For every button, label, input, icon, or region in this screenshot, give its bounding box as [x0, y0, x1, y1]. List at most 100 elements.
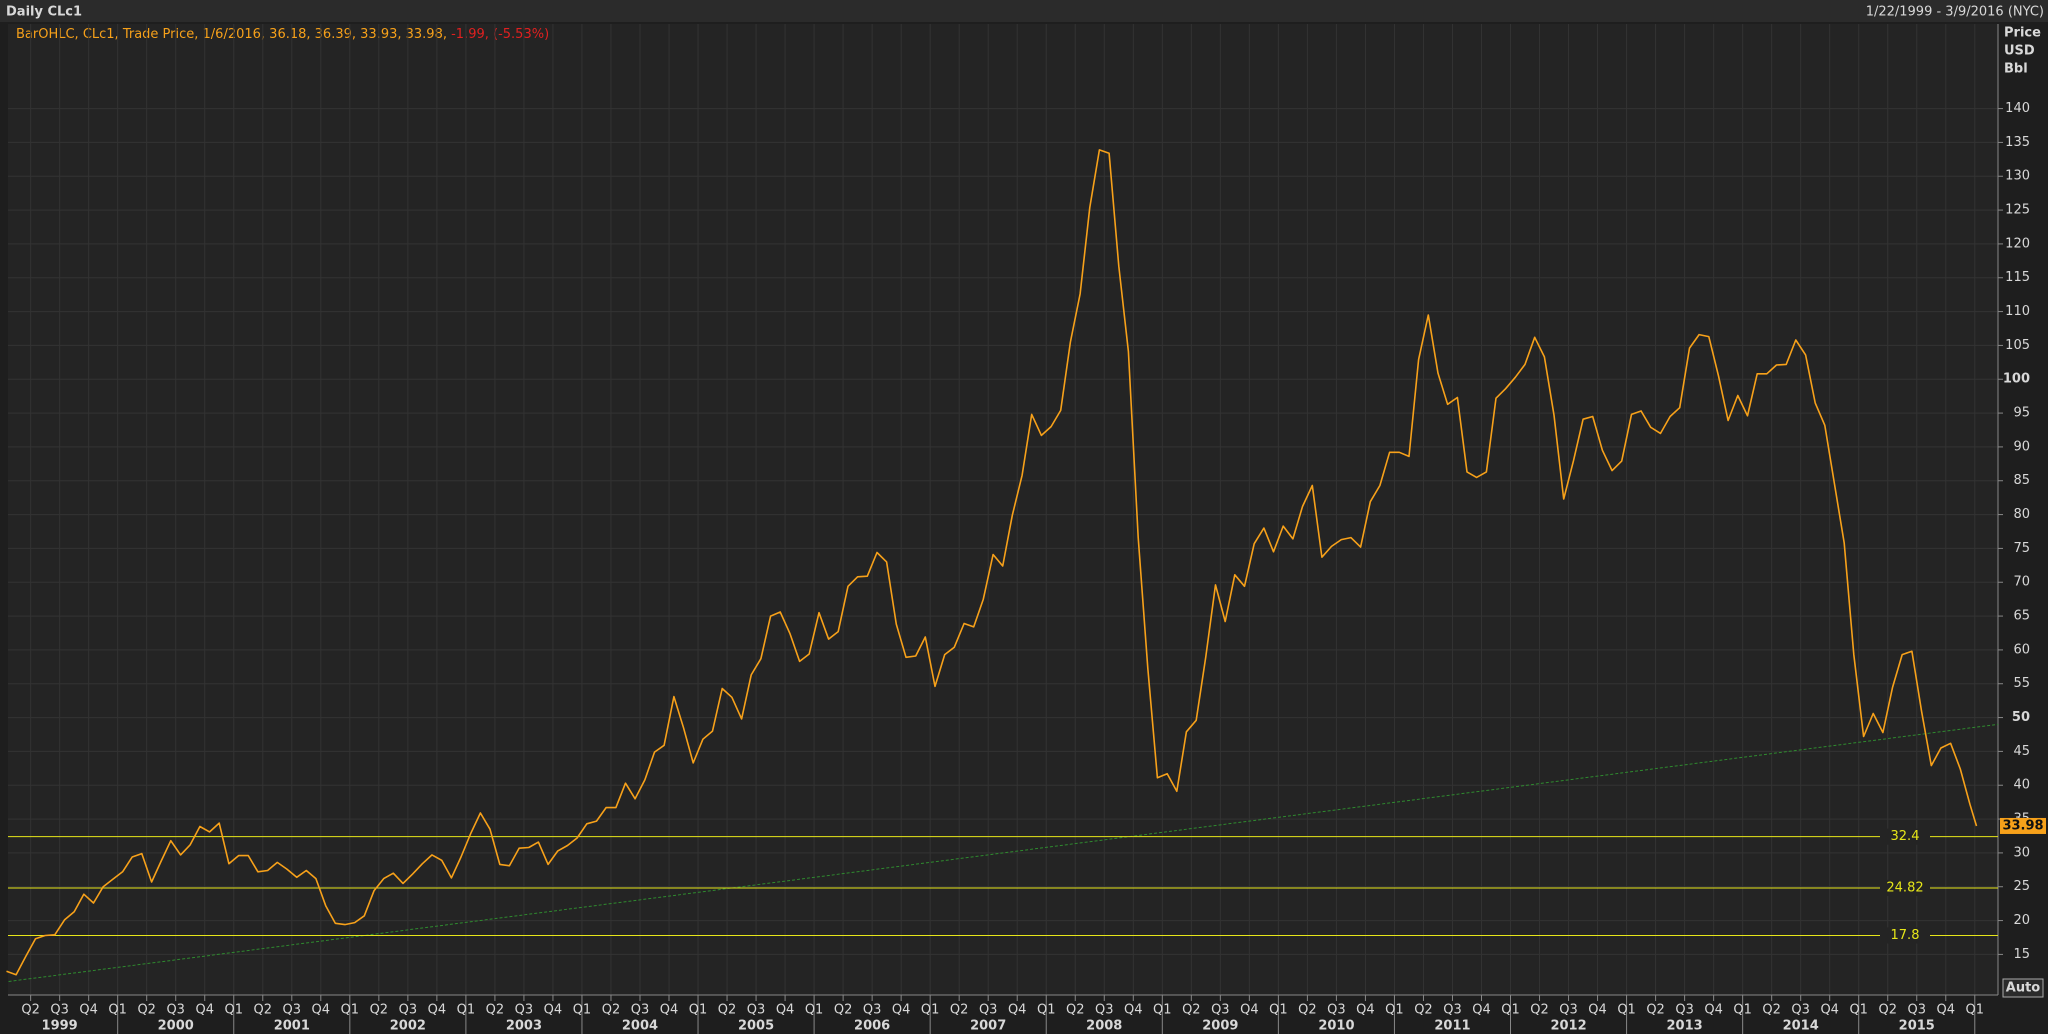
y-unit: Bbl: [2004, 62, 2028, 77]
x-tick-label: Q4: [428, 1003, 447, 1018]
x-tick-label: Q3: [863, 1003, 882, 1018]
x-tick-label: Q1: [1849, 1003, 1868, 1018]
plot-area: [8, 24, 1998, 995]
x-tick-label: Q4: [79, 1003, 98, 1018]
y-tick-label: 100: [2003, 372, 2030, 387]
year-label: 2001: [274, 1019, 310, 1034]
y-tick-label: 95: [2013, 406, 2030, 421]
year-label: 2006: [854, 1019, 890, 1034]
year-label: 2015: [1899, 1019, 1935, 1034]
y-tick-label: 45: [2013, 744, 2030, 759]
x-tick-label: Q4: [312, 1003, 331, 1018]
title-bar: [0, 0, 2048, 22]
x-tick-label: Q2: [1530, 1003, 1549, 1018]
legend-text: BarOHLC, CLc1, Trade Price, 1/6/2016, 36…: [16, 27, 549, 42]
x-tick-label: Q2: [1298, 1003, 1317, 1018]
y-tick-label: 70: [2013, 575, 2030, 590]
year-label: 2009: [1202, 1019, 1238, 1034]
x-tick-label: Q3: [283, 1003, 302, 1018]
year-label: 2000: [158, 1019, 194, 1034]
x-tick-label: Q4: [1820, 1003, 1839, 1018]
x-tick-label: Q4: [195, 1003, 214, 1018]
x-tick-label: Q3: [631, 1003, 650, 1018]
y-tick-label: 55: [2013, 676, 2030, 691]
y-tick-label: 120: [2005, 236, 2030, 251]
level-label-bg: [1880, 879, 1930, 896]
x-tick-label: Q4: [1472, 1003, 1491, 1018]
y-tick-label: 30: [2013, 845, 2030, 860]
auto-button-label[interactable]: Auto: [2006, 981, 2041, 996]
price-line: [6, 149, 1978, 976]
x-tick-label: Q2: [602, 1003, 621, 1018]
x-tick-label: Q2: [1182, 1003, 1201, 1018]
x-tick-label: Q3: [1907, 1003, 1926, 1018]
level-label: 32.4: [1891, 829, 1920, 844]
x-tick-label: Q4: [776, 1003, 795, 1018]
y-tick-label: 105: [2005, 338, 2030, 353]
y-tick-label: 110: [2005, 304, 2030, 319]
x-tick-label: Q1: [805, 1003, 824, 1018]
x-tick-label: Q2: [254, 1003, 273, 1018]
x-tick-label: Q3: [747, 1003, 766, 1018]
x-tick-label: Q2: [950, 1003, 969, 1018]
x-tick-label: Q1: [1385, 1003, 1404, 1018]
x-tick-label: Q2: [718, 1003, 737, 1018]
year-label: 2004: [622, 1019, 658, 1034]
x-tick-label: Q2: [1066, 1003, 1085, 1018]
x-tick-label: Q2: [137, 1003, 156, 1018]
x-tick-label: Q4: [1008, 1003, 1027, 1018]
x-tick-label: Q1: [1501, 1003, 1520, 1018]
y-unit: Price: [2004, 26, 2041, 41]
x-tick-label: Q1: [921, 1003, 940, 1018]
x-tick-label: Q4: [1588, 1003, 1607, 1018]
x-tick-label: Q1: [1733, 1003, 1752, 1018]
x-tick-label: Q3: [399, 1003, 418, 1018]
y-tick-label: 65: [2013, 609, 2030, 624]
y-tick-label: 25: [2013, 879, 2030, 894]
x-tick-label: Q4: [660, 1003, 679, 1018]
trendline: [8, 723, 1999, 982]
x-tick-label: Q1: [457, 1003, 476, 1018]
y-tick-label: 60: [2013, 642, 2030, 657]
y-unit: USD: [2004, 44, 2035, 59]
x-tick-label: Q2: [1878, 1003, 1897, 1018]
year-label: 2013: [1667, 1019, 1703, 1034]
x-tick-label: Q4: [1356, 1003, 1375, 1018]
x-tick-label: Q3: [1791, 1003, 1810, 1018]
last-price-label: 33.98: [2002, 818, 2043, 833]
y-tick-label: 75: [2013, 541, 2030, 556]
x-tick-label: Q1: [1037, 1003, 1056, 1018]
legend-change: -1.99, (-5.53%): [451, 27, 549, 42]
window-title: Daily CLc1: [6, 5, 82, 20]
auto-button[interactable]: [2002, 978, 2044, 998]
year-label: 2014: [1783, 1019, 1819, 1034]
level-label-bg: [1880, 927, 1930, 944]
x-tick-label: Q3: [1095, 1003, 1114, 1018]
x-tick-label: Q4: [1240, 1003, 1259, 1018]
y-tick-label: 140: [2005, 101, 2030, 116]
year-label: 2002: [390, 1019, 426, 1034]
y-tick-label: 85: [2013, 473, 2030, 488]
x-tick-label: Q4: [892, 1003, 911, 1018]
x-tick-label: Q3: [515, 1003, 534, 1018]
y-tick-label: 40: [2013, 778, 2030, 793]
x-tick-label: Q2: [486, 1003, 505, 1018]
x-tick-label: Q3: [166, 1003, 185, 1018]
y-tick-label: 80: [2013, 507, 2030, 522]
y-tick-label: 50: [2012, 710, 2030, 725]
x-tick-label: Q1: [1617, 1003, 1636, 1018]
level-label: 17.8: [1891, 928, 1920, 943]
x-tick-label: Q1: [573, 1003, 592, 1018]
y-tick-label: 135: [2005, 135, 2030, 150]
x-tick-label: Q3: [1675, 1003, 1694, 1018]
x-tick-label: Q2: [834, 1003, 853, 1018]
x-tick-label: Q4: [1124, 1003, 1143, 1018]
y-tick-label: 130: [2005, 169, 2030, 184]
level-label-bg: [1880, 828, 1930, 845]
legend-values: BarOHLC, CLc1, Trade Price, 1/6/2016, 36…: [16, 27, 447, 42]
x-tick-label: Q3: [979, 1003, 998, 1018]
x-tick-label: Q4: [1937, 1003, 1956, 1018]
year-label: 2011: [1434, 1019, 1470, 1034]
x-tick-label: Q1: [1269, 1003, 1288, 1018]
